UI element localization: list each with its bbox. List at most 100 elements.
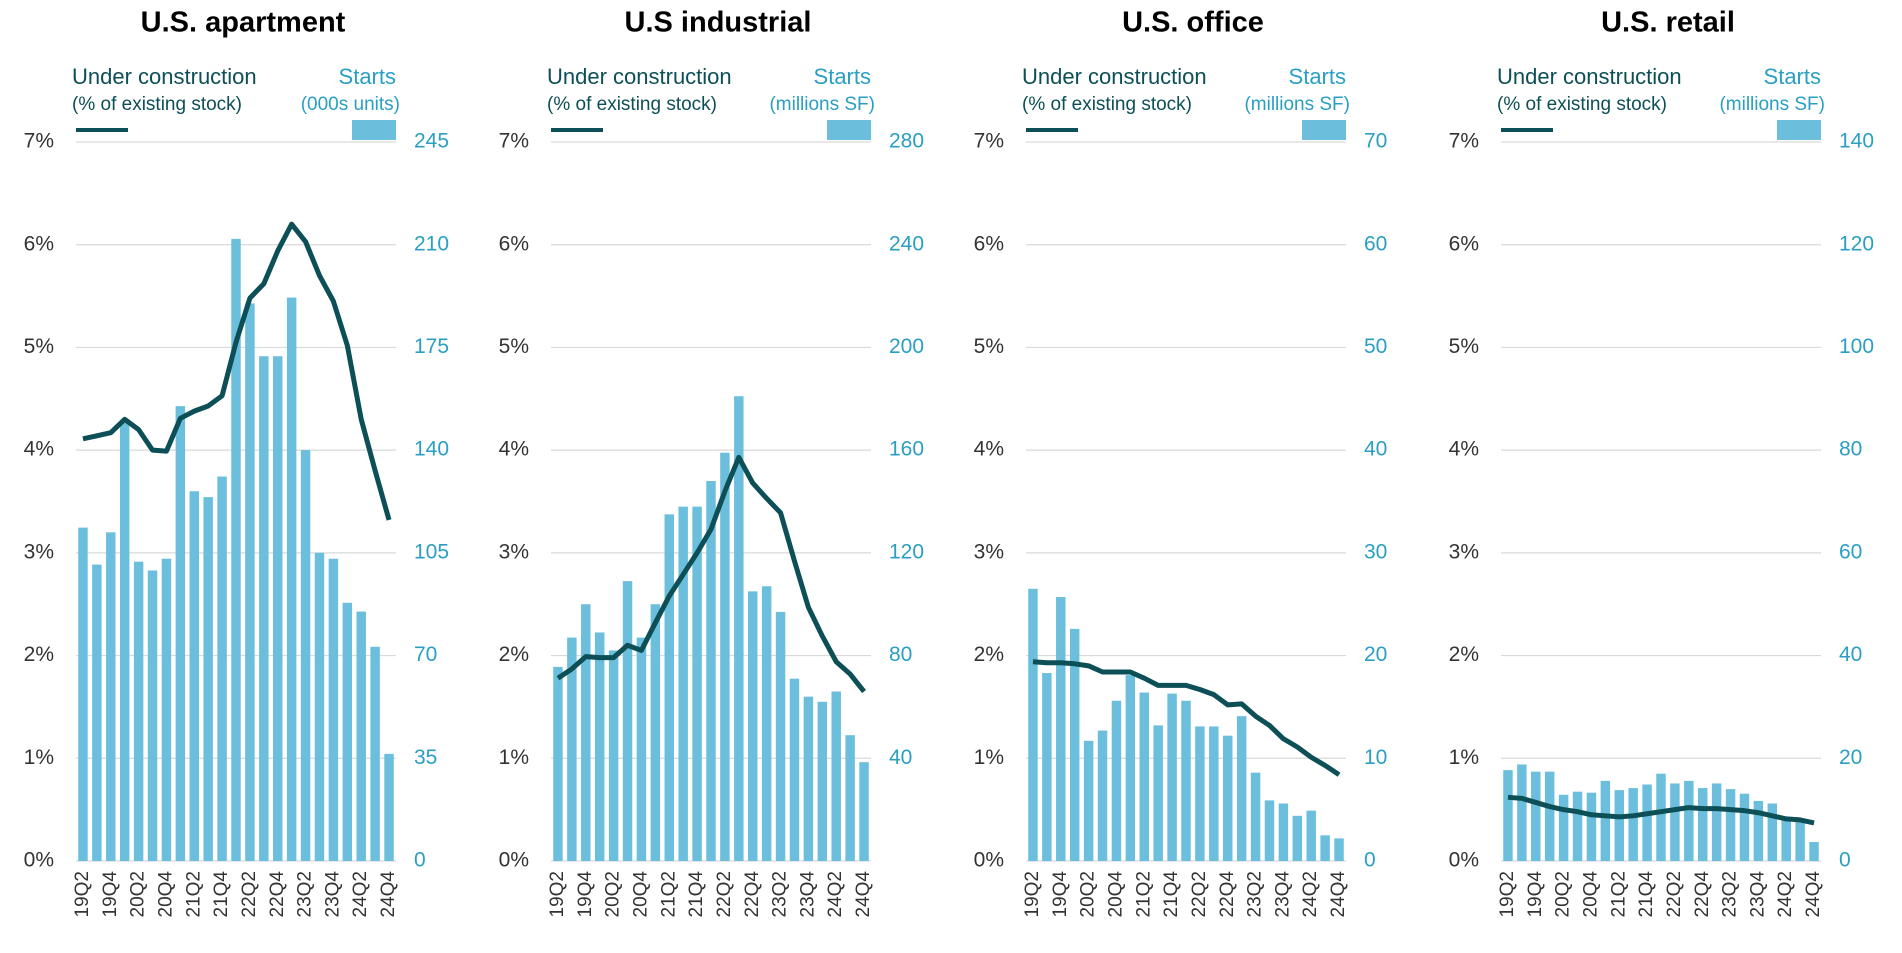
x-tick-label: 21Q2 xyxy=(183,871,204,917)
bar xyxy=(1711,783,1722,861)
bar xyxy=(106,532,116,861)
y-tick-label: 0% xyxy=(24,849,54,872)
x-tick-label: 19Q2 xyxy=(547,871,568,917)
y2-tick-label: 35 xyxy=(414,746,437,769)
bar xyxy=(803,696,814,861)
y2-tick-label: 0 xyxy=(1839,849,1851,872)
x-tick-label: 19Q4 xyxy=(1050,871,1071,918)
bar xyxy=(217,476,227,861)
bar xyxy=(1795,821,1805,861)
x-tick-label: 21Q2 xyxy=(1608,871,1629,917)
legend-label: Under construction xyxy=(1497,64,1682,89)
bar xyxy=(789,678,800,861)
bar xyxy=(161,558,172,861)
bar xyxy=(1628,788,1638,861)
chart-panel: U.S. office 0% 1% 2% 3% 4% 5% 6% 7% 0 10 20 30 40 50 60… xyxy=(974,7,1388,918)
x-tick-label: 21Q4 xyxy=(1636,871,1657,918)
x-tick-label: 20Q2 xyxy=(1553,871,1574,917)
bar xyxy=(370,646,380,861)
x-tick-label: 23Q2 xyxy=(770,871,791,917)
y-tick-label: 4% xyxy=(24,438,54,461)
bar xyxy=(133,561,144,861)
y-tick-label: 1% xyxy=(974,746,1004,769)
bar xyxy=(342,602,353,861)
bar xyxy=(859,762,869,861)
bar xyxy=(1586,792,1597,861)
bar xyxy=(1503,770,1513,861)
x-tick-label: 21Q2 xyxy=(1133,871,1154,917)
bar xyxy=(567,637,577,861)
bar xyxy=(1181,700,1191,861)
bar xyxy=(622,581,633,861)
legend-label: Under construction xyxy=(547,64,732,89)
bar xyxy=(1753,800,1764,861)
x-tick-label: 24Q2 xyxy=(825,871,846,917)
legend-unit: (millions SF) xyxy=(769,94,875,115)
y2-tick-label: 175 xyxy=(414,335,449,358)
y-tick-label: 0% xyxy=(974,849,1004,872)
legend-label: Starts xyxy=(814,64,871,89)
legend-swatch xyxy=(1302,120,1346,140)
bar xyxy=(1236,716,1247,861)
bar xyxy=(1153,725,1163,861)
legend-swatch xyxy=(1777,120,1821,140)
legend-swatch xyxy=(827,120,871,140)
y-tick-label: 6% xyxy=(974,232,1004,255)
bar xyxy=(1614,790,1624,861)
y-tick-label: 2% xyxy=(974,643,1004,666)
bar xyxy=(300,450,311,861)
bar xyxy=(1517,764,1527,861)
x-tick-label: 22Q2 xyxy=(239,871,260,917)
bar xyxy=(817,701,828,861)
y-tick-label: 0% xyxy=(1449,849,1479,872)
x-tick-label: 19Q4 xyxy=(575,871,596,918)
bar xyxy=(1125,675,1136,861)
y-tick-label: 1% xyxy=(1449,746,1479,769)
x-tick-label: 23Q4 xyxy=(322,871,343,918)
x-tick-label: 21Q4 xyxy=(1161,871,1182,918)
bar xyxy=(1334,838,1344,861)
line xyxy=(1507,794,1815,826)
x-tick-label: 19Q2 xyxy=(72,871,93,917)
y-tick-label: 0% xyxy=(499,849,529,872)
y-tick-label: 4% xyxy=(1449,438,1479,461)
y-tick-label: 6% xyxy=(499,232,529,255)
legend-label: Starts xyxy=(1289,64,1346,89)
chart-panel: U.S. retail 0% 1% 2% 3% 4% 5% 6% 7% 0 20 40 60 80 100 1… xyxy=(1449,7,1874,918)
y-tick-label: 7% xyxy=(499,130,529,153)
x-tick-label: 22Q2 xyxy=(1189,871,1210,917)
y2-tick-label: 60 xyxy=(1364,232,1387,255)
bar xyxy=(1209,726,1219,861)
y-tick-label: 5% xyxy=(1449,335,1479,358)
bar xyxy=(1670,783,1680,861)
bar xyxy=(1684,780,1694,861)
legend-unit: (millions SF) xyxy=(1719,94,1825,115)
x-tick-label: 20Q4 xyxy=(1580,871,1601,918)
x-tick-label: 23Q4 xyxy=(1272,871,1293,918)
y2-tick-label: 80 xyxy=(1839,438,1862,461)
bar xyxy=(748,591,758,861)
x-tick-label: 24Q4 xyxy=(853,871,874,918)
x-tick-label: 23Q2 xyxy=(1720,871,1741,917)
legend-label: Starts xyxy=(1764,64,1821,89)
bar xyxy=(1056,597,1066,861)
bar xyxy=(1642,784,1652,861)
y-tick-label: 1% xyxy=(499,746,529,769)
x-tick-label: 21Q4 xyxy=(211,871,232,918)
bar xyxy=(692,506,702,861)
x-tick-label: 24Q2 xyxy=(350,871,371,917)
y2-tick-label: 10 xyxy=(1364,746,1387,769)
bar xyxy=(1028,588,1038,861)
bar xyxy=(1195,726,1205,861)
y2-tick-label: 30 xyxy=(1364,540,1387,563)
bar xyxy=(775,611,786,861)
y-tick-label: 6% xyxy=(1449,232,1479,255)
bar xyxy=(259,356,269,861)
x-tick-label: 23Q4 xyxy=(797,871,818,918)
x-tick-label: 20Q2 xyxy=(1078,871,1099,917)
y-tick-label: 4% xyxy=(974,438,1004,461)
bar xyxy=(356,611,366,861)
y-tick-label: 5% xyxy=(499,335,529,358)
y2-tick-label: 70 xyxy=(414,643,437,666)
legend-swatch xyxy=(352,120,396,140)
